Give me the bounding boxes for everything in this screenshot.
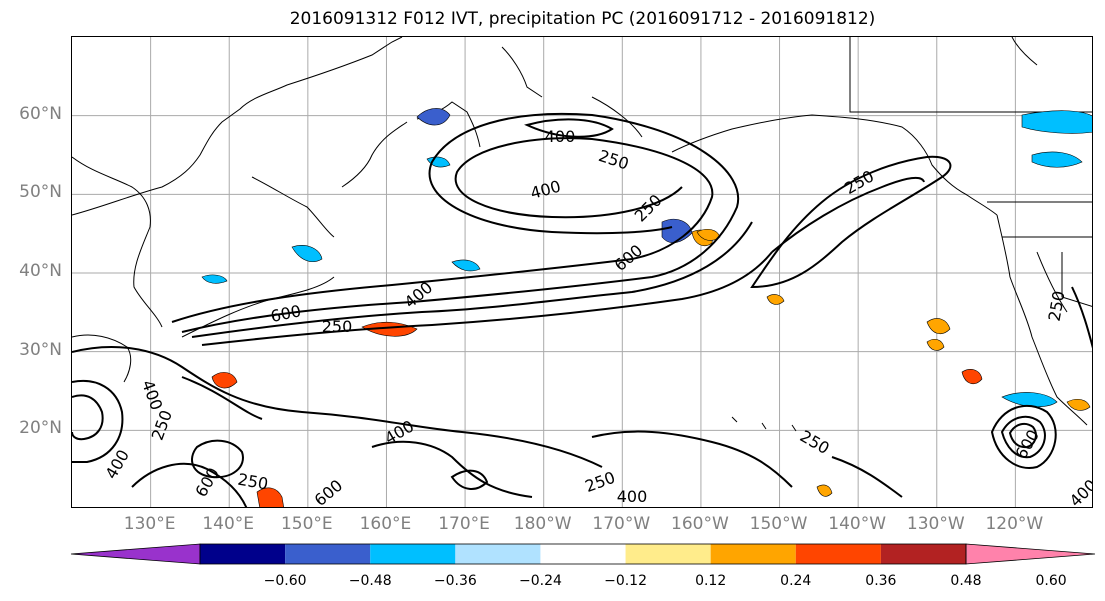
colorbar-extend-max [965, 543, 1096, 565]
precipitation-shading [201, 108, 1092, 507]
colorbar-tick-label: 0.48 [950, 573, 982, 589]
colorbar-tick-label: 0.12 [695, 573, 727, 589]
colorbar-segment [710, 544, 796, 564]
contour-label: 400 [1066, 476, 1093, 508]
contour-label: 400 [101, 446, 133, 482]
colorbar-tick-label: −0.24 [518, 573, 562, 589]
colorbar-tick-label: −0.60 [263, 573, 307, 589]
longitude-label: 130°W [906, 514, 965, 534]
longitude-label: 160°E [359, 514, 412, 534]
contour-label: 250 [797, 426, 833, 458]
colorbar-segment [370, 544, 456, 564]
map-panel: 400 250 400 250 600 400 600 250 400 250 400 600 250 6… [71, 36, 1093, 508]
contour-label: 400 [617, 487, 648, 506]
colorbar-segment [795, 544, 881, 564]
contour-label: 400 [138, 378, 166, 413]
colorbar-segment [200, 544, 286, 564]
longitude-label: 130°E [123, 514, 176, 534]
latitude-label: 60°N [19, 103, 62, 124]
colorbar-tick-label: 0.36 [865, 573, 897, 589]
contour-label: 250 [631, 191, 666, 226]
figure-title: 2016091312 F012 IVT, precipitation PC (2… [289, 9, 876, 29]
colorbar-segment [455, 544, 541, 564]
longitude-label: 180°W [513, 514, 572, 534]
longitude-label: 170°E [438, 514, 490, 534]
contour-label: 250 [1045, 289, 1069, 322]
contour-label: 600 [611, 241, 647, 275]
colorbar [70, 543, 1096, 565]
contour-label: 250 [841, 166, 877, 198]
ivt-contours [72, 112, 1092, 507]
latitude-label: 40°N [19, 261, 62, 281]
contour-label: 600 [1011, 426, 1043, 462]
colorbar-tick-label: 0.24 [780, 573, 812, 589]
graticule [72, 37, 1092, 507]
longitude-label: 150°W [749, 514, 808, 534]
colorbar-tick-label: −0.12 [604, 573, 647, 589]
latitude-label: 50°N [19, 182, 62, 203]
colorbar-tick-label: −0.48 [348, 573, 392, 589]
colorbar-outline [199, 543, 967, 565]
contour-label: 250 [322, 317, 353, 336]
longitude-label: 170°W [592, 514, 651, 534]
coastlines [72, 37, 1092, 432]
colorbar-segment [880, 544, 966, 564]
colorbar-tick-label: 0.60 [1035, 573, 1067, 589]
contour-label: 250 [148, 408, 176, 443]
colorbar-segment [540, 544, 626, 564]
colorbar-extend-min [70, 543, 201, 565]
contour-label: 400 [528, 177, 562, 203]
contour-label: 250 [236, 470, 269, 494]
contour-label: 600 [311, 476, 347, 508]
longitude-label: 120°W [985, 514, 1044, 534]
contour-label: 400 [545, 127, 576, 146]
contour-label: 250 [596, 146, 631, 174]
colorbar-tick-label: −0.36 [433, 573, 477, 589]
longitude-label: 150°E [280, 514, 333, 534]
longitude-label: 140°W [828, 514, 887, 534]
contour-label: 250 [583, 468, 618, 496]
longitude-label: 140°E [202, 514, 255, 534]
longitude-label: 160°W [671, 514, 729, 534]
colorbar-segment [625, 544, 711, 564]
latitude-label: 30°N [19, 339, 62, 360]
colorbar-segment [285, 544, 371, 564]
latitude-label: 20°N [19, 418, 62, 439]
